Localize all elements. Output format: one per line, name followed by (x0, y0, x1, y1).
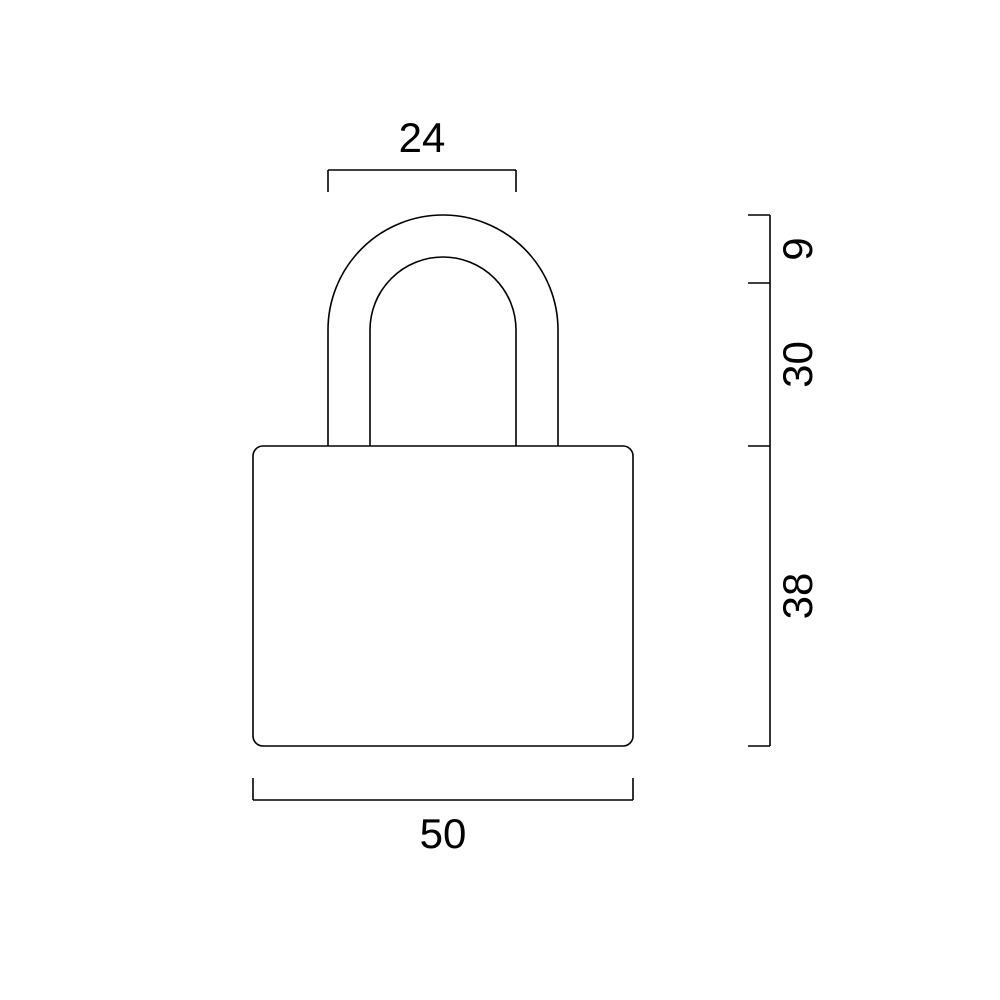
shackle-inner (370, 257, 516, 446)
dimension-body-width (253, 778, 633, 800)
dimension-right-stack (748, 215, 770, 746)
dimension-label-shackle-height: 30 (774, 341, 821, 388)
dimension-label-body-height: 38 (774, 573, 821, 620)
shackle-outer (328, 215, 558, 446)
dimension-label-shackle-thickness: 9 (774, 237, 821, 260)
padlock-technical-diagram: 24 50 9 30 38 (0, 0, 1000, 1000)
dimension-shackle-width (328, 170, 516, 192)
padlock-body (253, 446, 633, 746)
dimension-label-body-width: 50 (420, 810, 467, 857)
dimension-label-shackle-width: 24 (399, 114, 446, 161)
